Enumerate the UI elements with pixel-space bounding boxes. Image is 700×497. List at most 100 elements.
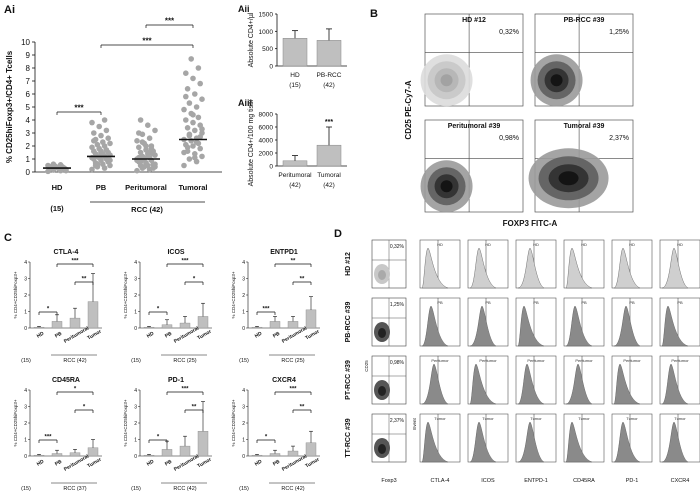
ai-point [190, 143, 196, 149]
c-bar [251, 454, 263, 457]
d-row-label: PT-RCC #39 [345, 360, 352, 400]
c-count-label: (15) [239, 486, 249, 492]
d-column-label: PD-1 [626, 478, 639, 484]
ai-point [181, 149, 187, 156]
chart-aii: 0 500 1000 1500 Absolute CD4+/µl HD (15) PB-RCC… [248, 12, 347, 89]
d-histogram-sublabel: Peritumor [479, 358, 497, 363]
c-bar [33, 326, 45, 329]
d-histogram-sublabel: PB [677, 300, 683, 305]
ai-point [197, 134, 203, 140]
ai-point [199, 126, 205, 132]
c-bar [269, 453, 281, 457]
c-ytick-label: 0 [24, 454, 27, 460]
flow-plot-percentage: 2,37% [609, 135, 629, 142]
d-histogram-peak [565, 363, 593, 405]
chart-aiii: 0 2000 4000 6000 8000 Absolute CD4+/100 mg ti… [248, 100, 347, 189]
c-sig-hd-pb-label: *** [44, 435, 52, 441]
c-bar [179, 445, 191, 457]
c-bar [143, 454, 155, 457]
c-category-label: HD [254, 331, 264, 340]
c-bar [69, 317, 81, 329]
ai-point [146, 135, 153, 141]
c-sig-pb-tumor-label: *** [181, 387, 189, 393]
c-ytick-label: 1 [242, 310, 245, 316]
ai-point [105, 135, 111, 141]
c-sig-pb-tumor-label: * [74, 387, 77, 393]
ai-category-label: PB [96, 183, 107, 192]
c-bar [287, 321, 299, 329]
d-histogram-peak [469, 421, 497, 463]
ai-sig-1-label: *** [74, 104, 84, 113]
d-histogram-sublabel: PB [581, 300, 587, 305]
flow-plot-title: Peritumoral #39 [448, 123, 501, 130]
panel-label-b: B [370, 8, 378, 20]
aiii-category-label: Peritumoral [278, 172, 312, 179]
d-histogram-peak [421, 305, 449, 347]
ai-point [183, 117, 189, 123]
ai-ytick-label: 3 [26, 129, 31, 138]
d-row-label: HD #12 [345, 252, 352, 276]
d-histogram-sublabel: Tumor [434, 416, 446, 421]
ai-ytick-label: 0 [26, 168, 31, 177]
c-ytick-label: 0 [242, 454, 245, 460]
c-bar [179, 322, 191, 329]
ai-point [150, 151, 156, 157]
ai-point [143, 143, 149, 149]
ai-point [190, 75, 196, 82]
ai-point [137, 158, 144, 165]
c-panel-title: CTLA-4 [54, 249, 79, 256]
c-category-label: PB [272, 459, 281, 468]
d-histogram-peak [517, 247, 545, 289]
ai-point [186, 156, 193, 162]
c-sig-peri-tumor-label: ** [192, 405, 197, 411]
c-ytick-label: 4 [24, 260, 27, 266]
ai-point [136, 130, 142, 136]
ai-point [91, 130, 97, 136]
ai-category-label: HD [52, 183, 63, 192]
d-histogram-sublabel: PB [485, 300, 491, 305]
d-histogram-sublabel: HD [581, 242, 587, 247]
d-column-label: CXCR4 [671, 478, 690, 484]
d-histogram-peak [661, 247, 689, 289]
ai-ytick-label: 2 [26, 142, 31, 151]
ai-point [192, 151, 198, 157]
d-histogram-peak [661, 421, 689, 463]
ai-ytick-label: 8 [26, 64, 31, 73]
c-count-label: (15) [21, 358, 31, 364]
c-bar [161, 324, 173, 329]
ai-sig-2-label: *** [142, 37, 152, 46]
aii-ytick-label: 0 [269, 64, 273, 71]
ai-point [199, 153, 205, 160]
c-count-label: (15) [239, 358, 249, 364]
c-panel-title: PD-1 [168, 377, 184, 384]
d-dotplot-core [378, 444, 386, 454]
d-dotplot-core [378, 328, 386, 338]
c-category-label: HD [254, 459, 264, 468]
ai-point [137, 149, 144, 156]
ai-point [98, 148, 104, 154]
aii-bar [282, 38, 308, 67]
d-histogram-sublabel: HD [677, 242, 683, 247]
flow-plot-title: PB-RCC #39 [564, 17, 605, 24]
d-column-label: ICOS [481, 478, 495, 484]
d-histogram-peak [517, 421, 545, 463]
ai-point [89, 144, 95, 151]
panel-label-aiii: Aiii [238, 98, 253, 108]
ai-point [137, 117, 144, 123]
ai-point [100, 139, 106, 145]
c-sig-peri-tumor-label: * [193, 277, 196, 283]
flow-y-axis-label: CD25 PE-Cy7-A [404, 80, 413, 139]
ai-point [105, 158, 111, 165]
c-ytick-label: 2 [24, 421, 27, 427]
ai-point [139, 139, 146, 145]
c-sig-pb-tumor-label: *** [289, 387, 297, 393]
ai-point [145, 153, 151, 160]
ai-count-hd: (15) [50, 204, 64, 213]
c-count-label: (15) [131, 358, 141, 364]
ai-category-label: Peritumoral [125, 183, 167, 192]
d-histogram-sublabel: Tumor [578, 416, 590, 421]
ai-point [94, 141, 101, 148]
flow-plot-title: Tumoral #39 [564, 123, 605, 130]
ai-point [192, 127, 198, 134]
c-sig-peri-tumor-label: ** [300, 277, 305, 283]
